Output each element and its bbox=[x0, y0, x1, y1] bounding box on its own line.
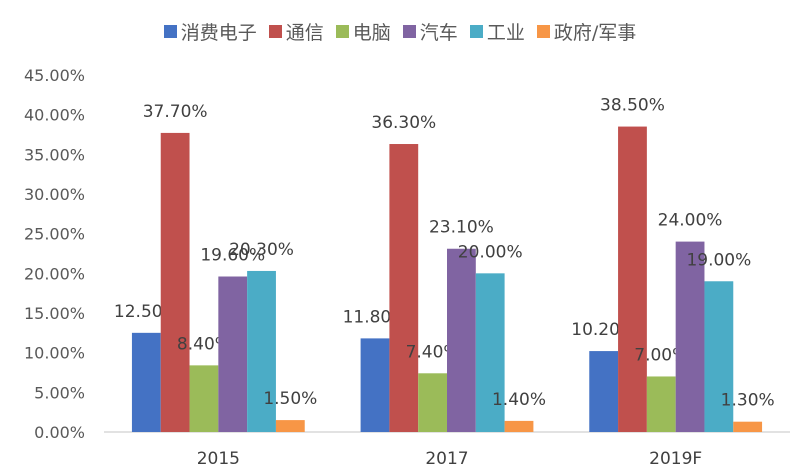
data-label: 24.00% bbox=[658, 211, 723, 231]
bar bbox=[218, 276, 248, 432]
bar bbox=[589, 351, 619, 432]
bar bbox=[704, 281, 734, 432]
bar bbox=[618, 126, 647, 433]
data-label: 23.10% bbox=[429, 218, 494, 238]
bar bbox=[160, 132, 190, 432]
x-tick-label: 2015 bbox=[197, 449, 240, 469]
y-tick-label: 45.00% bbox=[24, 66, 85, 85]
data-label: 8.40% bbox=[177, 334, 231, 354]
legend-label: 电脑 bbox=[352, 21, 391, 44]
bar bbox=[389, 144, 419, 432]
data-label: 38.50% bbox=[600, 96, 665, 116]
data-label: 7.00% bbox=[634, 345, 688, 365]
bar bbox=[360, 338, 390, 432]
chart-legend: 消费电子 通信 电脑 汽车 工业 政府/军事 bbox=[0, 18, 800, 44]
legend-item: 电脑 bbox=[335, 18, 391, 45]
legend-swatch bbox=[402, 24, 416, 38]
data-label: 37.70% bbox=[143, 102, 208, 122]
legend-label: 通信 bbox=[285, 21, 324, 44]
y-tick-label: 35.00% bbox=[24, 145, 85, 164]
data-label: 1.30% bbox=[721, 391, 775, 411]
bar bbox=[475, 273, 505, 432]
bar bbox=[504, 420, 534, 432]
legend-swatch bbox=[163, 24, 177, 38]
y-tick-label: 5.00% bbox=[34, 383, 85, 402]
legend-label: 工业 bbox=[486, 21, 525, 44]
data-label: 20.30% bbox=[229, 240, 294, 260]
data-label: 7.40% bbox=[406, 342, 460, 362]
y-tick-label: 40.00% bbox=[24, 106, 85, 125]
bar bbox=[675, 241, 705, 432]
legend-label: 汽车 bbox=[419, 21, 458, 44]
bar bbox=[131, 332, 161, 432]
y-tick-label: 20.00% bbox=[24, 264, 85, 283]
bar bbox=[275, 420, 305, 432]
legend-swatch bbox=[536, 24, 550, 38]
legend-label: 政府/军事 bbox=[553, 21, 637, 44]
legend-item: 汽车 bbox=[402, 18, 458, 45]
y-tick-label: 25.00% bbox=[24, 225, 85, 244]
legend-swatch bbox=[268, 24, 282, 38]
data-label: 20.00% bbox=[458, 242, 523, 262]
y-tick-label: 10.00% bbox=[24, 344, 85, 363]
legend-item: 通信 bbox=[268, 18, 324, 45]
bar bbox=[247, 270, 276, 432]
bar bbox=[733, 421, 763, 432]
bar bbox=[646, 376, 676, 432]
x-tick-label: 2017 bbox=[425, 449, 468, 469]
data-label: 1.40% bbox=[492, 390, 546, 410]
data-label: 19.60% bbox=[200, 246, 265, 266]
x-tick-label: 2019F bbox=[649, 449, 702, 469]
legend-swatch bbox=[469, 24, 483, 38]
y-tick-label: 0.00% bbox=[34, 423, 85, 442]
bar bbox=[189, 365, 219, 432]
data-label: 1.50% bbox=[263, 389, 317, 409]
legend-label: 消费电子 bbox=[180, 21, 257, 44]
bar bbox=[418, 373, 447, 432]
legend-item: 工业 bbox=[469, 18, 525, 45]
y-tick-label: 15.00% bbox=[24, 304, 85, 323]
bar bbox=[447, 248, 476, 432]
y-tick-label: 30.00% bbox=[24, 185, 85, 204]
legend-item: 政府/军事 bbox=[536, 18, 637, 45]
data-label: 36.30% bbox=[371, 113, 436, 133]
legend-item: 消费电子 bbox=[163, 18, 257, 45]
data-label: 19.00% bbox=[686, 250, 751, 270]
legend-swatch bbox=[335, 24, 349, 38]
